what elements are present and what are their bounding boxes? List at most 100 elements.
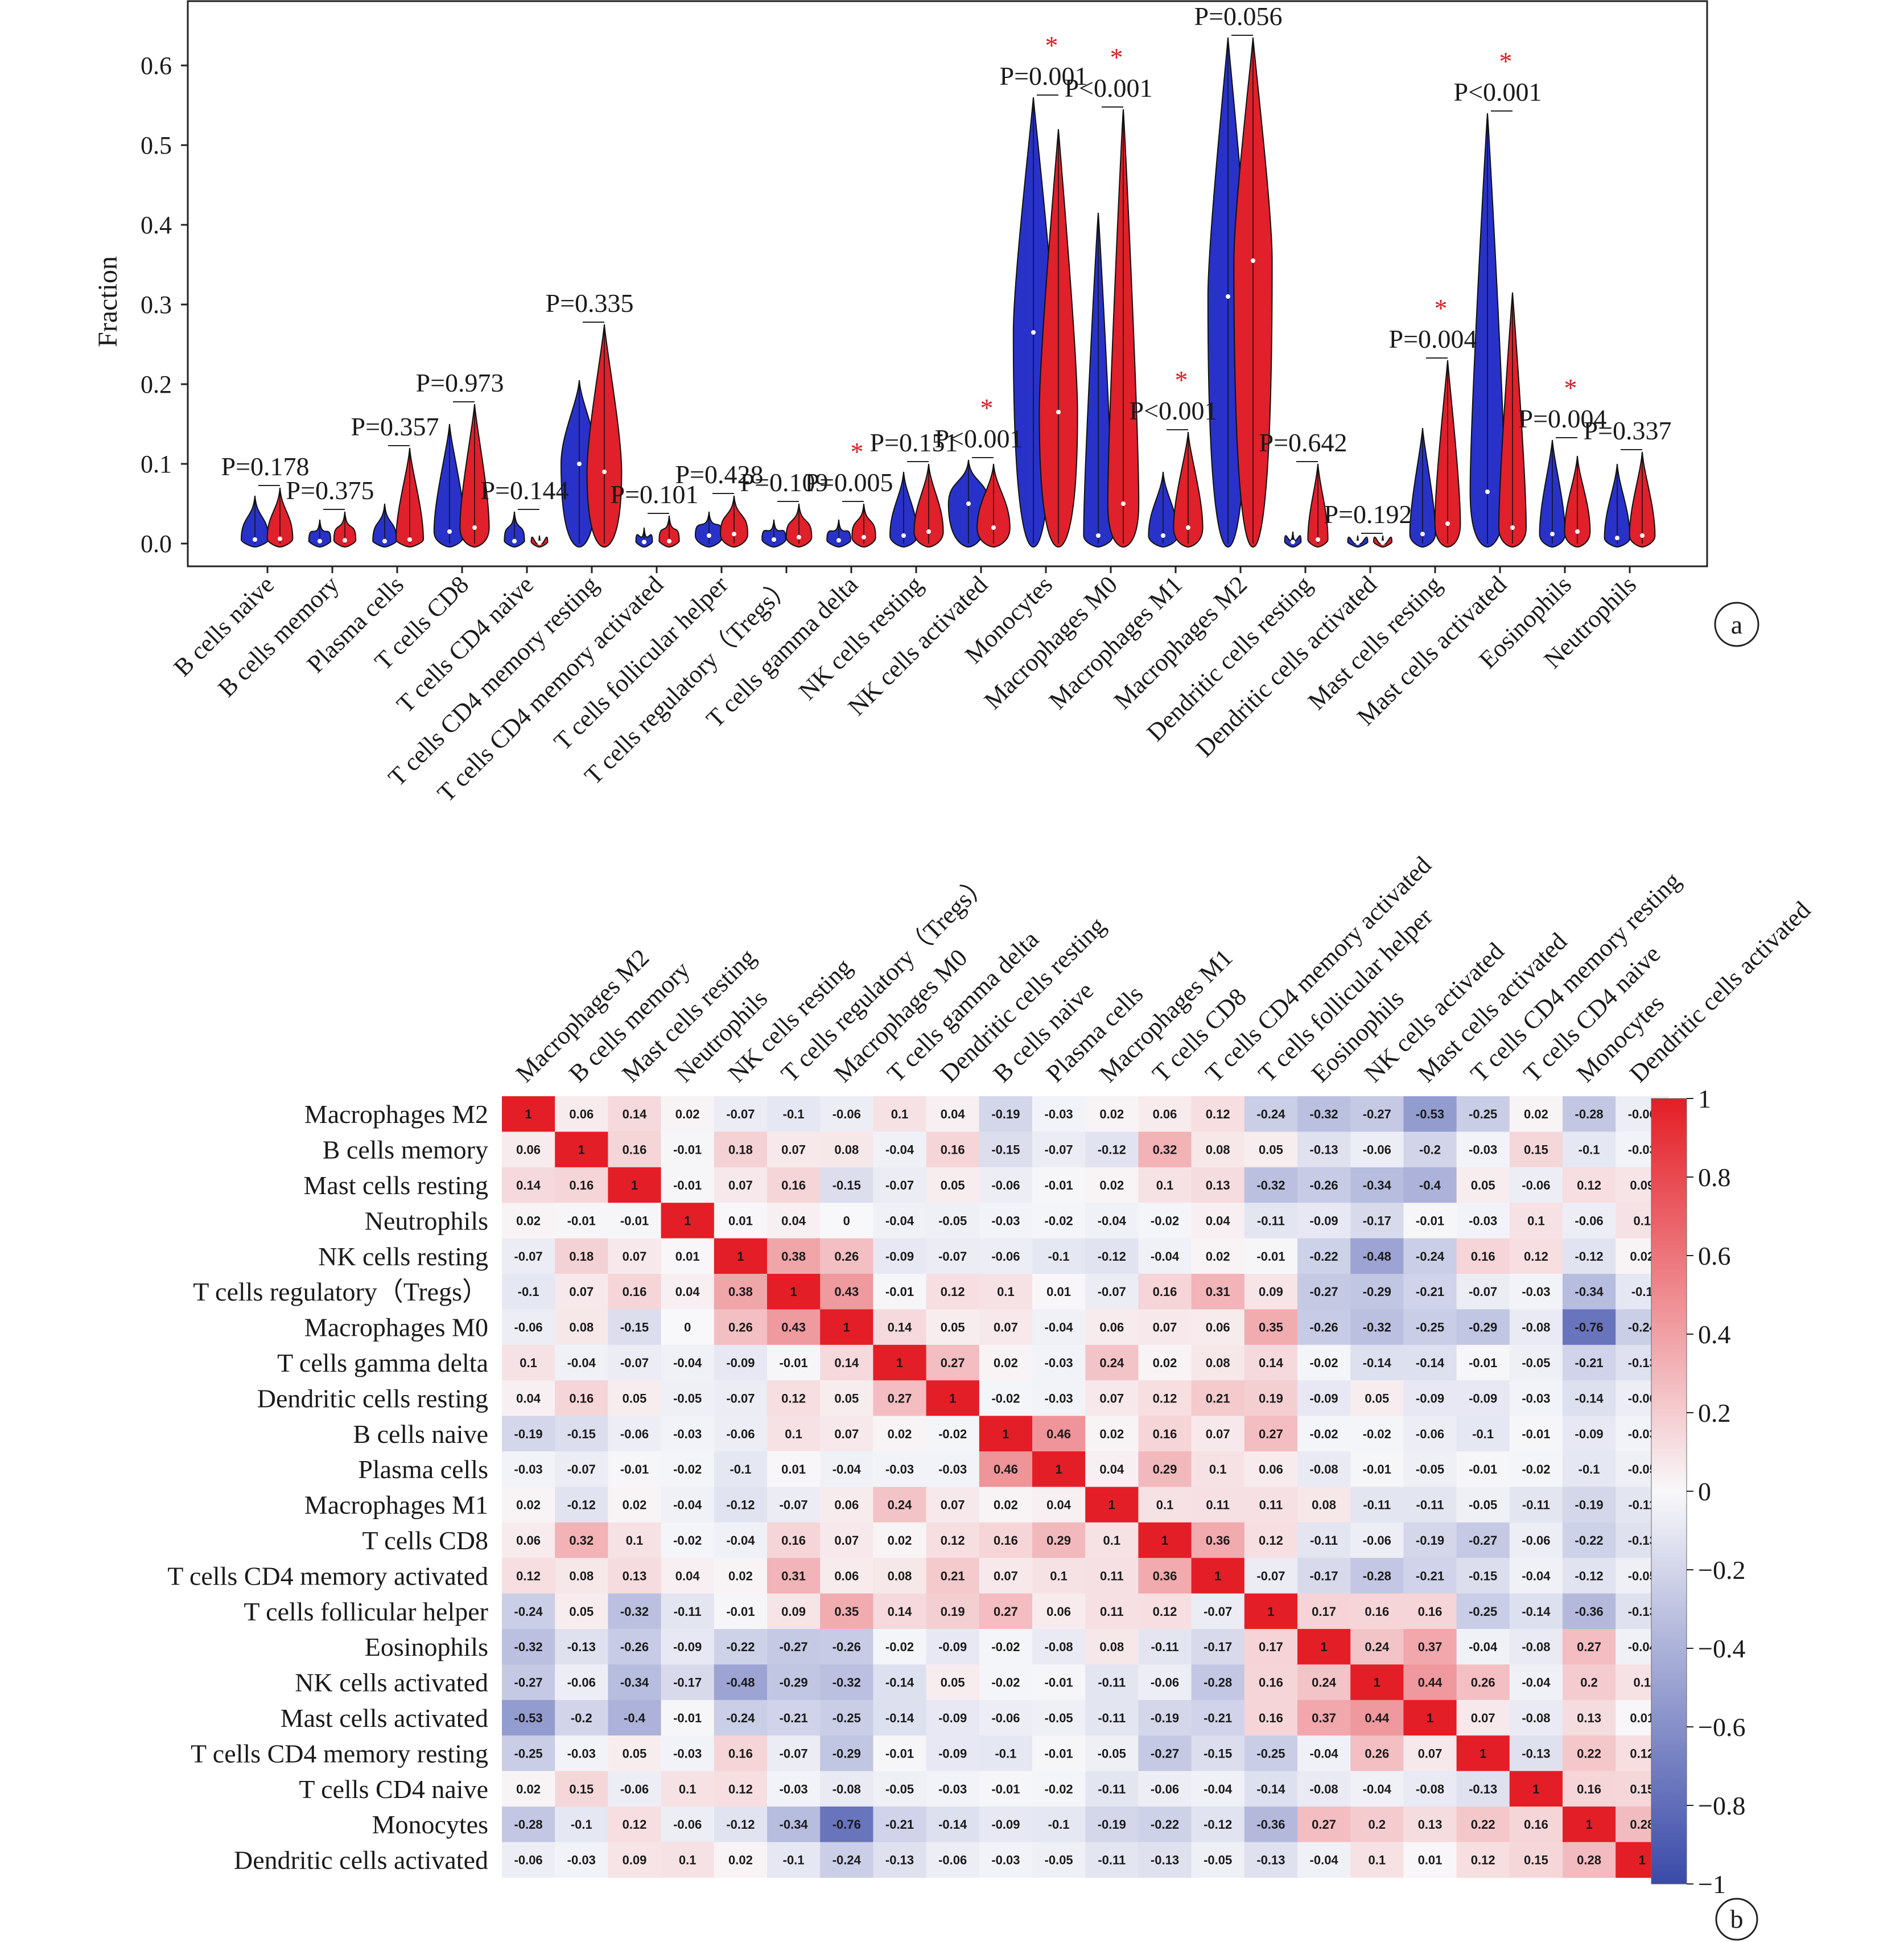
heatmap-cell-value: 0.12 [1471,1853,1495,1867]
heatmap-cell [1456,1380,1510,1417]
heatmap-cell-value: 0.36 [1153,1569,1177,1583]
heatmap-row-label: Mast cells activated [281,1704,488,1733]
p-value-label: P=0.178 [221,452,309,481]
heatmap-cell-value: -0.11 [1310,1533,1338,1548]
heatmap-cell [1563,1487,1616,1523]
heatmap-cell [1403,1522,1457,1558]
heatmap-row-label: Macrophages M2 [304,1100,488,1129]
heatmap-cell-value: -0.24 [1256,1107,1285,1121]
heatmap-cell-value: -0.13 [885,1853,914,1867]
heatmap-cell [555,1309,608,1346]
p-value-label: P=0.005 [805,468,893,497]
heatmap-cell-value: -0.01 [1045,1178,1073,1192]
heatmap-cell [1563,1558,1616,1594]
heatmap-cell [873,1664,927,1701]
heatmap-cell-value: 0.01 [728,1213,753,1228]
heatmap-cell-value: -0.11 [1098,1711,1126,1725]
heatmap-cell [1032,1451,1086,1487]
heatmap-cell-value: -0.1 [1631,1285,1653,1299]
heatmap-cell-value: 0.12 [941,1285,965,1299]
heatmap-cell [608,1735,662,1772]
heatmap-cell-value: -0.02 [1045,1782,1073,1796]
heatmap-cell [1032,1203,1086,1239]
heatmap-cell-value: -0.32 [1310,1107,1338,1121]
heatmap-cell-value: 0.05 [834,1391,859,1405]
heatmap-cell [555,1096,608,1132]
heatmap-cell-value: 0.14 [623,1107,648,1121]
heatmap-cell [1509,1451,1563,1487]
colorbar-tick-label: 1 [1698,1084,1711,1113]
heatmap-cell-value: -0.01 [673,1143,702,1157]
heatmap-cell [1563,1132,1616,1168]
heatmap-cell-value: -0.01 [1522,1427,1550,1441]
heatmap-cell-value: 0.05 [569,1604,594,1619]
heatmap-cell [555,1416,608,1452]
heatmap-cell-value: 0.29 [1046,1533,1071,1548]
y-tick-label: 0.0 [141,530,172,558]
heatmap-cell-value: 0.38 [728,1285,753,1299]
heatmap-cell [661,1167,715,1203]
heatmap-cell [1350,1807,1404,1842]
violin-median-dot [1380,540,1385,545]
heatmap-cell [1032,1735,1086,1772]
heatmap-cell-value: -0.01 [1363,1462,1391,1476]
heatmap-cell-value: 0.1 [1103,1533,1121,1548]
heatmap-cell [1509,1771,1563,1807]
heatmap-cell-value: -0.15 [1469,1569,1497,1583]
heatmap-cell-value: -0.32 [833,1676,861,1690]
heatmap-cell-value: -0.26 [620,1640,649,1654]
heatmap-cell-value: 0.13 [1206,1178,1230,1192]
heatmap-cell-value: -0.25 [1416,1320,1444,1335]
heatmap-cell [820,1487,873,1523]
heatmap-cell [979,1096,1033,1132]
heatmap-cell-value: 1 [949,1391,956,1405]
heatmap-cell [502,1700,555,1736]
heatmap-cell [661,1487,715,1523]
panel-b-badge [1715,1898,1758,1941]
heatmap-cell-value: -0.05 [1522,1356,1550,1370]
heatmap-cell [820,1238,873,1274]
heatmap-cell-value: 0.12 [1206,1107,1230,1121]
heatmap-cell [979,1167,1033,1203]
heatmap-cell-value: -0.07 [726,1391,755,1405]
heatmap-cell [1244,1522,1298,1558]
heatmap-cell-value: -0.27 [1310,1285,1338,1299]
heatmap-cell [1085,1096,1139,1132]
heatmap-cell [502,1451,555,1487]
heatmap-cell-value: -0.2 [1419,1143,1441,1157]
heatmap-cell-value: 0.02 [516,1782,541,1796]
heatmap-cell-value: -0.1 [1579,1462,1600,1476]
heatmap-cell-value: -0.22 [1310,1249,1338,1264]
heatmap-cell-value: -0.05 [1469,1498,1497,1512]
heatmap-cell-value: 0.35 [1259,1320,1283,1335]
heatmap-cell [873,1629,927,1665]
heatmap-cell-value: 0.16 [1153,1285,1177,1299]
heatmap-cell-value: -0.07 [1204,1604,1232,1619]
p-value-label: P=0.335 [545,289,633,318]
heatmap-cell-value: 0.13 [1577,1711,1601,1725]
heatmap-cell [1456,1664,1510,1701]
heatmap-cell-value: -0.02 [938,1427,967,1441]
heatmap-cell-value: -0.29 [780,1676,808,1690]
heatmap-cell [1509,1274,1563,1310]
heatmap-cell [1138,1700,1192,1736]
heatmap-cell [1456,1807,1510,1842]
y-tick-label: 0.6 [141,52,172,80]
heatmap-cell-value: 0.1 [679,1853,697,1867]
heatmap-cell-value: 0.12 [1630,1746,1654,1760]
heatmap-cell [1509,1344,1563,1381]
heatmap-cell [1085,1309,1139,1346]
heatmap-cell [873,1771,927,1807]
heatmap-cell [1456,1203,1510,1239]
heatmap-cell-value: 0.27 [994,1604,1018,1619]
heatmap-cell-value: -0.04 [1151,1249,1180,1264]
heatmap-cell [1191,1238,1245,1274]
heatmap-cell [767,1274,821,1310]
heatmap-cell-value: 0.09 [1259,1285,1283,1299]
heatmap-cell [1350,1344,1404,1381]
heatmap-cell-value: 0.12 [1153,1391,1177,1405]
heatmap-cell [661,1132,715,1168]
heatmap-cell-value: 0.15 [1524,1853,1548,1867]
heatmap-cell-value: 0.02 [1153,1356,1177,1370]
heatmap-row-label: Dendritic cells activated [234,1846,488,1875]
